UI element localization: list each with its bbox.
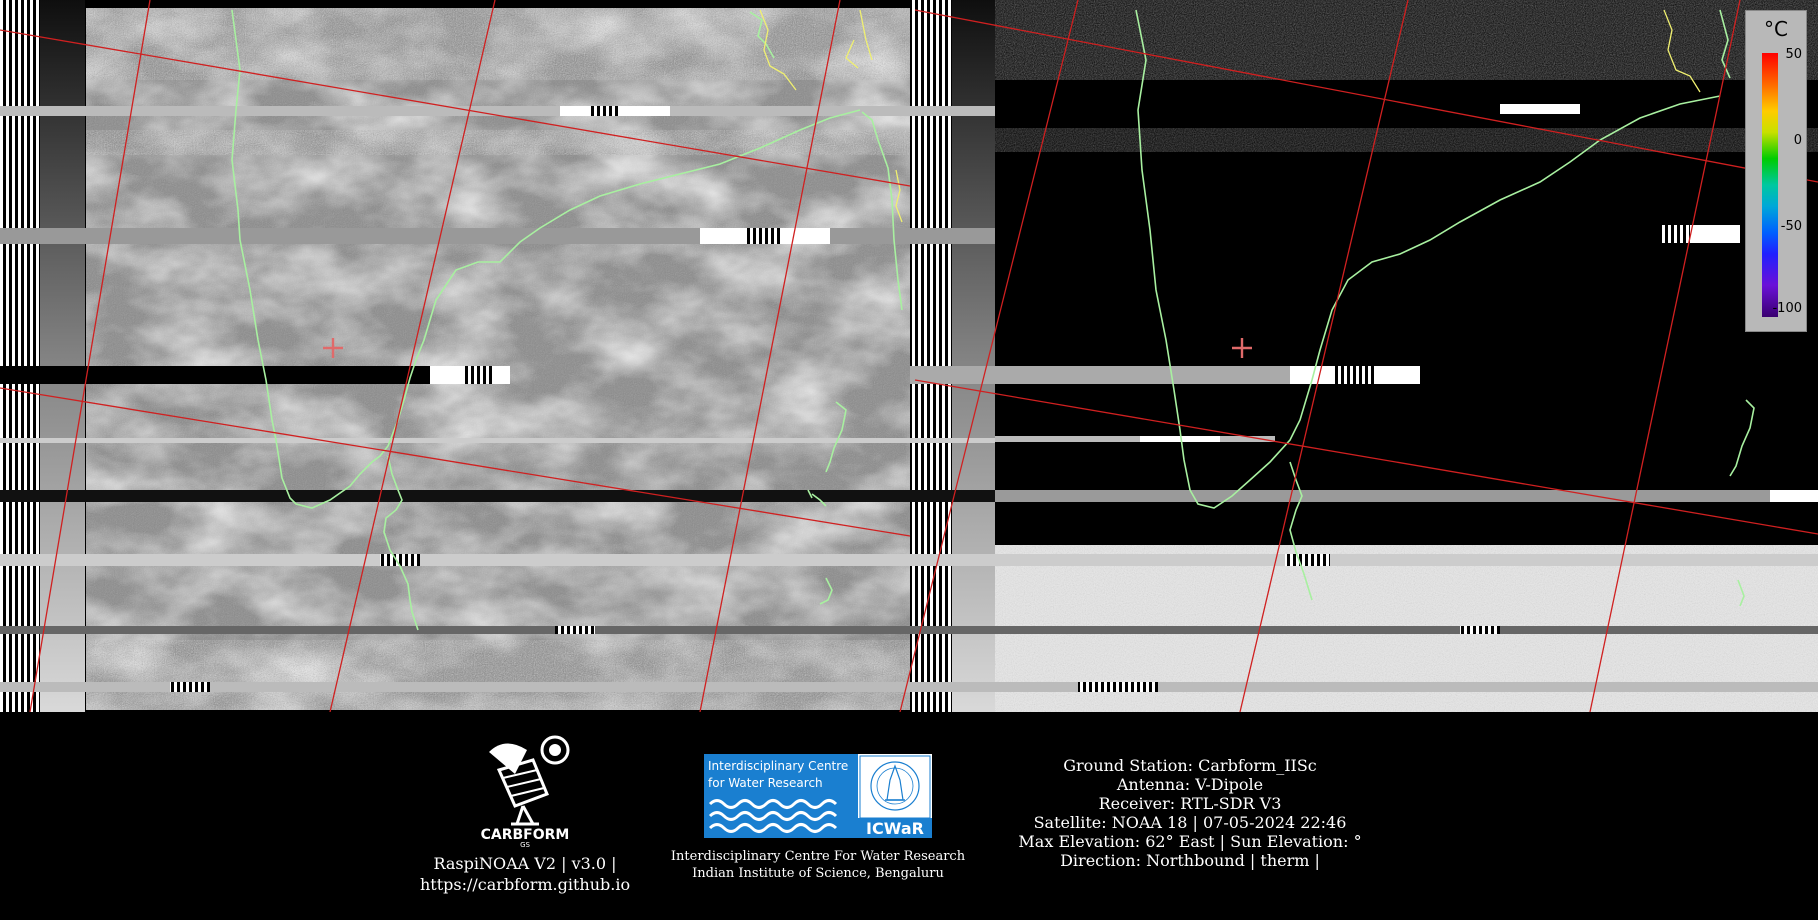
scale-tick-minus-50: -50: [1780, 219, 1802, 234]
coastline-left: [231, 9, 903, 631]
graticule: [0, 0, 1818, 713]
icwar-logo: Interdisciplinary Centre for Water Resea…: [704, 754, 932, 838]
receiver: Receiver: RTL-SDR V3: [1098, 794, 1282, 813]
pass-info: Ground Station: Carbform_IISc Antenna: V…: [1010, 756, 1370, 870]
icwar-banner-line2: for Water Research: [708, 776, 823, 790]
carbform-logo: CARBFORM GS: [475, 730, 575, 849]
icwar-banner-line1: Interdisciplinary Centre: [708, 759, 848, 773]
channel-a-image: [0, 0, 995, 712]
satellite-and-time: Satellite: NOAA 18 | 07-05-2024 22:46: [1033, 813, 1347, 832]
logo-subtext: GS: [520, 841, 530, 848]
carbform-block: CARBFORM GS RaspiNOAA V2 | v3.0 | https:…: [420, 730, 630, 894]
icwar-acronym: ICWaR: [866, 819, 924, 838]
scanline-glitches: [0, 104, 1818, 692]
ground-station-marker: [323, 338, 1252, 358]
icwar-block: Interdisciplinary Centre for Water Resea…: [668, 754, 968, 882]
institute-location: Indian Institute of Science, Bengaluru: [692, 866, 944, 881]
temperature-unit: °C: [1764, 17, 1788, 41]
temperature-scale: °C 50 0 -50 -100: [1745, 10, 1807, 332]
ground-station: Ground Station: Carbform_IISc: [1063, 756, 1317, 775]
antenna: Antenna: V-Dipole: [1116, 775, 1264, 794]
satellite-imagery: [0, 0, 1818, 713]
borders-left: [759, 9, 903, 223]
software-url: https://carbform.github.io: [420, 875, 631, 894]
footer: CARBFORM GS RaspiNOAA V2 | v3.0 | https:…: [0, 712, 1818, 920]
elevation-info: Max Elevation: 62° East | Sun Elevation:…: [1018, 832, 1362, 851]
software-version: RaspiNOAA V2 | v3.0 |: [433, 854, 617, 873]
scale-tick-minus-100: -100: [1772, 301, 1802, 316]
logo-text: CARBFORM: [481, 827, 570, 843]
institute-name: Interdisciplinary Centre For Water Resea…: [670, 849, 966, 864]
channel-b-image: [995, 0, 1818, 712]
scale-tick-50: 50: [1785, 47, 1802, 62]
pass-direction: Direction: Northbound | therm |: [1060, 851, 1320, 870]
scale-tick-0: 0: [1793, 133, 1802, 148]
temperature-color-bar: [1762, 53, 1778, 317]
